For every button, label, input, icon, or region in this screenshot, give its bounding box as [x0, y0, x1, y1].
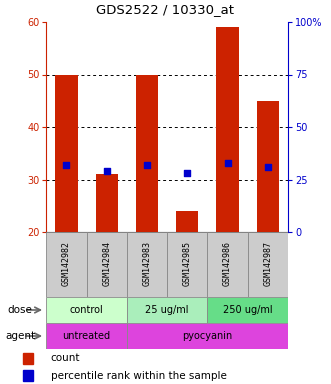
Text: dose: dose	[7, 305, 32, 315]
Bar	[46, 232, 87, 297]
Text: 250 ug/ml: 250 ug/ml	[223, 305, 272, 315]
Bar	[257, 101, 279, 232]
Text: GSM142985: GSM142985	[183, 241, 192, 286]
Bar	[23, 353, 32, 364]
Bar	[136, 74, 158, 232]
Bar	[216, 27, 239, 232]
Bar	[55, 74, 77, 232]
Bar	[167, 232, 208, 297]
Bar	[208, 297, 288, 323]
Text: GSM142984: GSM142984	[102, 241, 111, 286]
Text: untreated: untreated	[63, 331, 111, 341]
Bar	[248, 232, 288, 297]
Bar	[208, 232, 248, 297]
Bar	[127, 297, 208, 323]
Point	[185, 170, 190, 176]
Point	[64, 162, 69, 168]
Text: GSM142983: GSM142983	[143, 241, 152, 286]
Text: GSM142982: GSM142982	[62, 241, 71, 286]
Point	[225, 160, 230, 166]
Bar	[23, 370, 32, 381]
Point	[265, 164, 270, 170]
Text: pyocyanin: pyocyanin	[182, 331, 233, 341]
Text: percentile rank within the sample: percentile rank within the sample	[51, 371, 227, 381]
Bar	[127, 323, 288, 349]
Bar	[87, 232, 127, 297]
Bar	[176, 211, 198, 232]
Text: count: count	[51, 353, 80, 363]
Text: GSM142986: GSM142986	[223, 241, 232, 286]
Bar	[127, 232, 167, 297]
Text: GDS2522 / 10330_at: GDS2522 / 10330_at	[97, 3, 234, 17]
Text: 25 ug/ml: 25 ug/ml	[145, 305, 189, 315]
Text: agent: agent	[6, 331, 36, 341]
Point	[104, 168, 109, 174]
Bar	[46, 323, 127, 349]
Text: GSM142987: GSM142987	[263, 241, 272, 286]
Bar	[46, 297, 127, 323]
Text: control: control	[70, 305, 104, 315]
Bar	[96, 174, 118, 232]
Point	[144, 162, 150, 168]
